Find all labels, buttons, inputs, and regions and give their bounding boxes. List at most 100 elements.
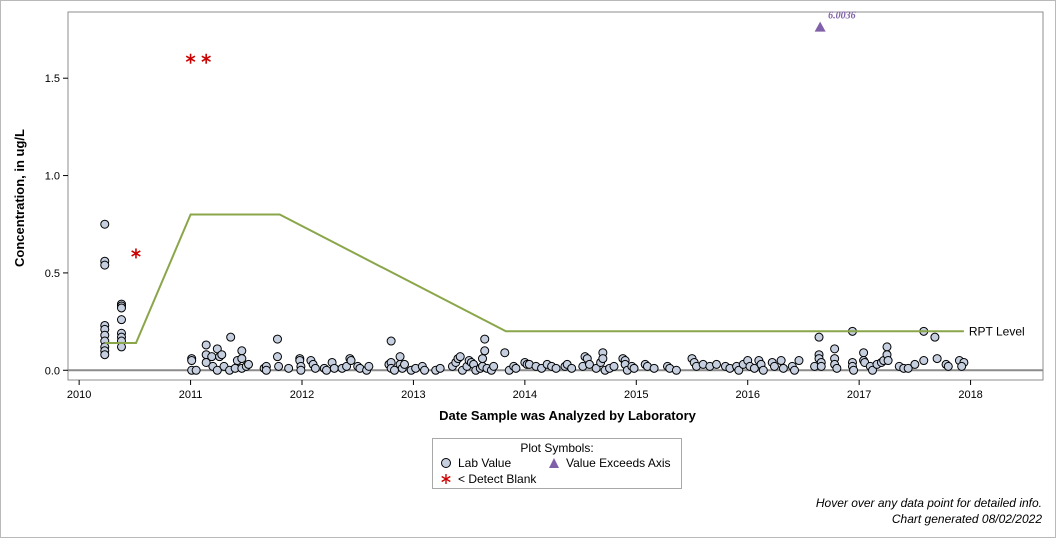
triangle-icon (548, 457, 560, 469)
lab-value-point (610, 362, 618, 370)
lab-value-point (436, 364, 444, 372)
y-axis-label: Concentration, in ug/L (12, 129, 27, 267)
lab-value-point (285, 364, 293, 372)
x-tick-label: 2017 (847, 389, 871, 401)
y-tick-label: 0.0 (45, 365, 60, 377)
x-tick-label: 2010 (67, 389, 91, 401)
detect-blank-point (132, 248, 141, 258)
lab-value-point (490, 362, 498, 370)
lab-value-point (770, 362, 778, 370)
lab-value-point (933, 355, 941, 363)
lab-value-point (421, 366, 429, 374)
x-tick-label: 2012 (290, 389, 314, 401)
lab-value-point (481, 335, 489, 343)
lab-value-point (117, 316, 125, 324)
legend-title: Plot Symbols: (433, 441, 681, 455)
lab-value-point (958, 362, 966, 370)
y-tick-label: 1.0 (45, 171, 60, 183)
circle-icon (440, 457, 452, 469)
lab-value-point (238, 355, 246, 363)
lab-value-point (101, 261, 109, 269)
lab-value-point (650, 364, 658, 372)
lab-value-point (192, 366, 200, 374)
detect-blank-point (186, 54, 195, 64)
lab-value-point (883, 343, 891, 351)
lab-value-point (931, 333, 939, 341)
rpt-level-line (105, 215, 964, 344)
x-tick-label: 2015 (624, 389, 648, 401)
value-exceeds-axis-label: 6.0036 (828, 11, 856, 22)
lab-value-point (552, 364, 560, 372)
lab-value-point (568, 364, 576, 372)
lab-value-point (330, 364, 338, 372)
lab-value-point (456, 353, 464, 361)
lab-value-point (117, 304, 125, 312)
lab-value-point (101, 220, 109, 228)
x-tick-label: 2011 (179, 389, 203, 401)
lab-value-point (599, 355, 607, 363)
lab-value-point (850, 366, 858, 374)
y-tick-label: 0.5 (45, 268, 60, 280)
lab-value-point (815, 333, 823, 341)
lab-value-point (275, 362, 283, 370)
lab-value-point (245, 360, 253, 368)
lab-value-point (833, 364, 841, 372)
lab-value-point (262, 366, 270, 374)
lab-value-point (630, 364, 638, 372)
lab-value-point (791, 366, 799, 374)
lab-value-point (218, 351, 226, 359)
legend-item-lab-value: Lab Value (440, 456, 511, 470)
lab-value-point (396, 353, 404, 361)
x-tick-label: 2013 (401, 389, 425, 401)
lab-value-point (860, 349, 868, 357)
legend-item-detect-blank: < Detect Blank (440, 472, 536, 486)
lab-value-point (323, 366, 331, 374)
lab-value-point (944, 362, 952, 370)
lab-value-point (117, 343, 125, 351)
value-exceeds-axis-point (815, 22, 826, 32)
legend-label-lab-value: Lab Value (458, 456, 511, 470)
legend-label-value-exceeds-axis: Value Exceeds Axis (566, 456, 671, 470)
lab-value-point (759, 366, 767, 374)
lab-value-point (911, 360, 919, 368)
lab-value-point (297, 366, 305, 374)
lab-value-point (817, 362, 825, 370)
plot-area (68, 12, 1043, 380)
generated-date: Chart generated 08/02/2022 (892, 512, 1042, 526)
legend-item-value-exceeds-axis: Value Exceeds Axis (548, 456, 671, 470)
y-tick-label: 1.5 (45, 73, 60, 85)
lab-value-point (188, 357, 196, 365)
asterisk-icon (440, 473, 452, 485)
lab-value-point (238, 347, 246, 355)
lab-value-point (501, 349, 509, 357)
lab-value-point (920, 357, 928, 365)
hover-note: Hover over any data point for detailed i… (816, 496, 1042, 510)
rpt-level-label: RPT Level (969, 324, 1025, 338)
lab-value-point (795, 357, 803, 365)
lab-value-point (713, 360, 721, 368)
lab-value-point (208, 353, 216, 361)
lab-value-point (227, 333, 235, 341)
lab-value-point (347, 357, 355, 365)
x-tick-label: 2018 (958, 389, 982, 401)
legend-label-detect-blank: < Detect Blank (458, 472, 536, 486)
lab-value-point (273, 335, 281, 343)
detect-blank-point (202, 54, 211, 64)
lab-value-point (777, 357, 785, 365)
lab-value-point (401, 360, 409, 368)
lab-value-point (365, 362, 373, 370)
lab-value-point (479, 355, 487, 363)
lab-value-point (273, 353, 281, 361)
lab-value-point (672, 366, 680, 374)
x-axis-label: Date Sample was Analyzed by Laboratory (439, 408, 696, 423)
lab-value-point (481, 347, 489, 355)
lab-value-point (101, 351, 109, 359)
x-tick-label: 2014 (513, 389, 537, 401)
lab-value-point (512, 364, 520, 372)
x-tick-label: 2016 (735, 389, 759, 401)
legend: Plot Symbols: Lab Value Value Exceeds Ax… (432, 438, 682, 489)
lab-value-point (311, 364, 319, 372)
lab-value-point (884, 357, 892, 365)
lab-value-point (202, 341, 210, 349)
lab-value-point (779, 364, 787, 372)
